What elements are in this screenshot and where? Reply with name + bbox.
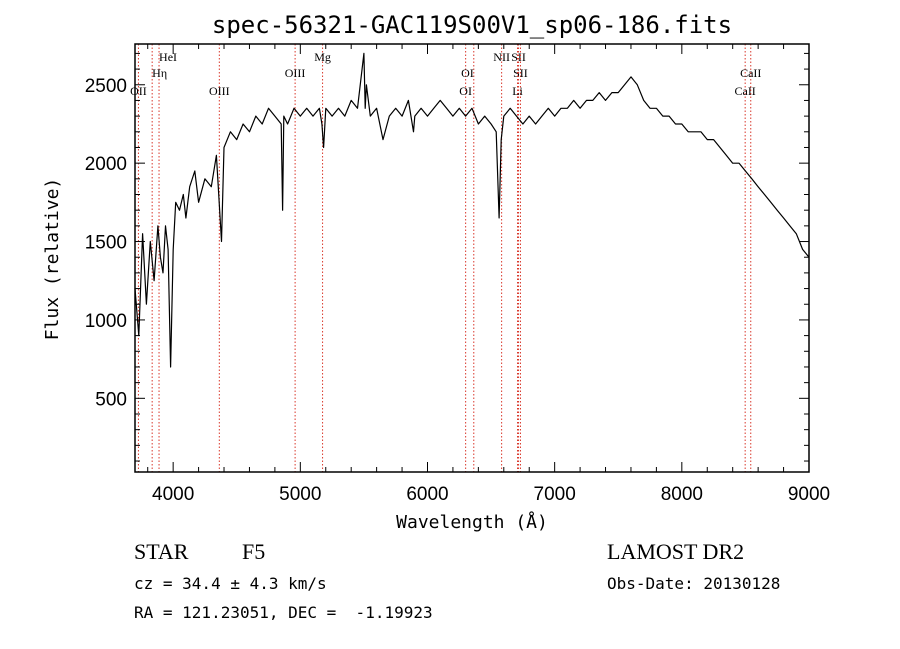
line-marker-label-12: CaII: [734, 84, 755, 98]
y-tick-label-1000: 1000: [85, 311, 127, 332]
y-axis-label: Flux (relative): [42, 178, 63, 341]
line-marker-label-2: Hη: [152, 66, 167, 80]
x-tick-label-9000: 9000: [788, 484, 830, 505]
x-tick-label-8000: 8000: [661, 484, 703, 505]
line-marker-label-10: SII: [513, 66, 528, 80]
x-tick-label-5000: 5000: [279, 484, 321, 505]
line-marker-label-0: OII: [130, 84, 147, 98]
line-marker-label-9: SII: [511, 50, 526, 64]
x-axis-label: Wavelength (Å): [396, 511, 548, 533]
line-marker-label-5: Mg: [314, 50, 331, 64]
plot-frame: [134, 43, 810, 473]
y-tick-label-500: 500: [95, 389, 127, 410]
line-marker-label-7: OI: [461, 66, 474, 80]
y-tick-label-2500: 2500: [85, 76, 127, 97]
coordinates: RA = 121.23051, DEC = -1.19923: [134, 603, 433, 622]
y-tick-label-1500: 1500: [85, 233, 127, 254]
line-marker-label-13: CaII: [740, 66, 761, 80]
line-marker-label-8: NII: [493, 50, 510, 64]
x-tick-label-7000: 7000: [534, 484, 576, 505]
y-tick-label-2000: 2000: [85, 154, 127, 175]
observation-date: Obs-Date: 20130128: [607, 574, 781, 593]
spectral-subclass: F5: [242, 539, 266, 564]
redshift-info: cz = 34.4 ± 4.3 km/s: [134, 574, 327, 593]
x-axis: 4000 5000 6000 7000 8000 9000: [147, 44, 830, 505]
chart-title: spec-56321-GAC119S00V1_sp06-186.fits: [212, 11, 732, 39]
object-type: STAR: [134, 539, 189, 564]
spectrum-line: [134, 52, 810, 368]
line-marker-label-1: HeI: [159, 50, 177, 64]
line-marker-label-3: OIII: [209, 84, 230, 98]
x-tick-label-4000: 4000: [152, 484, 194, 505]
emission-line-markers: OII HeI Hη OIII OIII Mg OI OI NII SII SII Li CaII CaI…: [130, 44, 761, 472]
survey-name: LAMOST DR2: [607, 539, 745, 564]
line-marker-label-11: Li: [512, 84, 523, 98]
x-tick-label-6000: 6000: [406, 484, 448, 505]
y-axis: 500 1000 1500 2000 2500: [85, 52, 809, 462]
line-marker-label-4: OIII: [285, 66, 306, 80]
line-marker-label-6: OI: [459, 84, 472, 98]
